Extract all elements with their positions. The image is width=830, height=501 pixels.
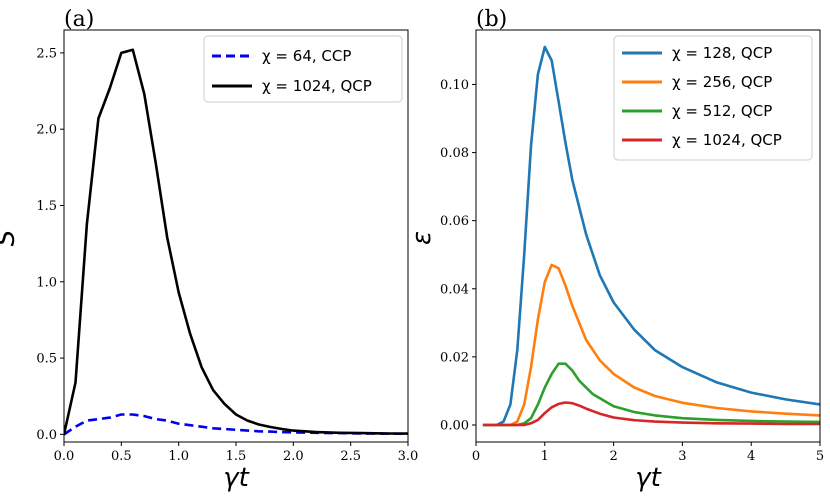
- xtick-label: 1.5: [226, 449, 247, 464]
- panel-b-series: [482, 45, 820, 427]
- ytick-label: 0.08: [440, 146, 469, 161]
- series-line-2: [482, 362, 820, 427]
- panel-a-frame: [63, 29, 409, 443]
- series-line-0: [64, 413, 408, 436]
- panel-b-legend: χ = 128, QCP χ = 256, QCP χ = 512, QCP χ…: [613, 35, 813, 161]
- ytick-label: 0.0: [36, 428, 57, 443]
- panel-a: (a) 0.0 0.5 1.0 1.5 2.0 2.5 3.0 0.0 0.5 1.0 1.5 2.0…: [0, 7, 418, 493]
- xtick-label: 5: [816, 449, 824, 464]
- panel-a-legend-box: [203, 35, 403, 103]
- panel-a-ylabel: S̃: [0, 230, 21, 247]
- panel-a-legend-label-0: χ = 64, CCP: [262, 47, 351, 65]
- ytick-label: 0.00: [440, 418, 469, 433]
- series-line-1: [64, 48, 408, 435]
- ytick-label: 0.10: [440, 78, 469, 93]
- panel-a-ticks: 0.0 0.5 1.0 1.5 2.0 2.5 3.0 0.0 0.5 1.0 1.5 2.0 2.5: [36, 46, 418, 464]
- panel-b-xlabel: γt: [635, 463, 661, 493]
- panel-b-legend-box: [613, 35, 813, 161]
- xtick-label: 3: [678, 449, 686, 464]
- xtick-label: 2.0: [283, 449, 304, 464]
- panel-b-label: (b): [476, 7, 507, 32]
- panel-a-xlabel: γt: [223, 463, 249, 493]
- xtick-label: 4: [747, 449, 755, 464]
- panel-b-frame: [475, 29, 821, 443]
- ytick-label: 1.5: [36, 199, 57, 214]
- panel-b-legend-label-2: χ = 512, QCP: [672, 102, 772, 120]
- panel-b-ticks: 0 1 2 3 4 5 0.00 0.02 0.04 0.06 0.08 0.10: [440, 78, 824, 464]
- ytick-label: 2.0: [36, 123, 57, 138]
- xtick-label: 1: [541, 449, 549, 464]
- series-line-0: [482, 45, 820, 427]
- panel-a-legend: χ = 64, CCP χ = 1024, QCP: [203, 35, 403, 103]
- xtick-label: 2: [609, 449, 617, 464]
- panel-b-legend-label-1: χ = 256, QCP: [672, 73, 772, 91]
- ytick-label: 2.5: [36, 46, 57, 61]
- ytick-label: 1.0: [36, 275, 57, 290]
- ytick-label: 0.04: [440, 282, 469, 297]
- panel-b-legend-label-0: χ = 128, QCP: [672, 44, 772, 62]
- panel-b-legend-label-3: χ = 1024, QCP: [672, 131, 782, 149]
- ytick-label: 0.5: [36, 352, 57, 367]
- xtick-label: 2.5: [340, 449, 361, 464]
- panel-b-ylabel: ε: [407, 231, 437, 245]
- ytick-label: 0.06: [440, 214, 469, 229]
- panel-a-series: [64, 48, 408, 436]
- series-line-3: [482, 401, 820, 427]
- xtick-label: 1.0: [168, 449, 189, 464]
- panel-b: (b) 0 1 2 3 4 50.000.020.040.060.080.10 γt ε …: [407, 7, 824, 493]
- panel-a-legend-label-1: χ = 1024, QCP: [262, 77, 372, 95]
- series-line-1: [482, 263, 820, 427]
- ytick-label: 0.02: [440, 350, 469, 365]
- xtick-label: 0: [472, 449, 480, 464]
- xtick-label: 0.0: [54, 449, 75, 464]
- xtick-label: 3.0: [398, 449, 419, 464]
- panel-a-label: (a): [64, 7, 94, 32]
- xtick-label: 0.5: [111, 449, 132, 464]
